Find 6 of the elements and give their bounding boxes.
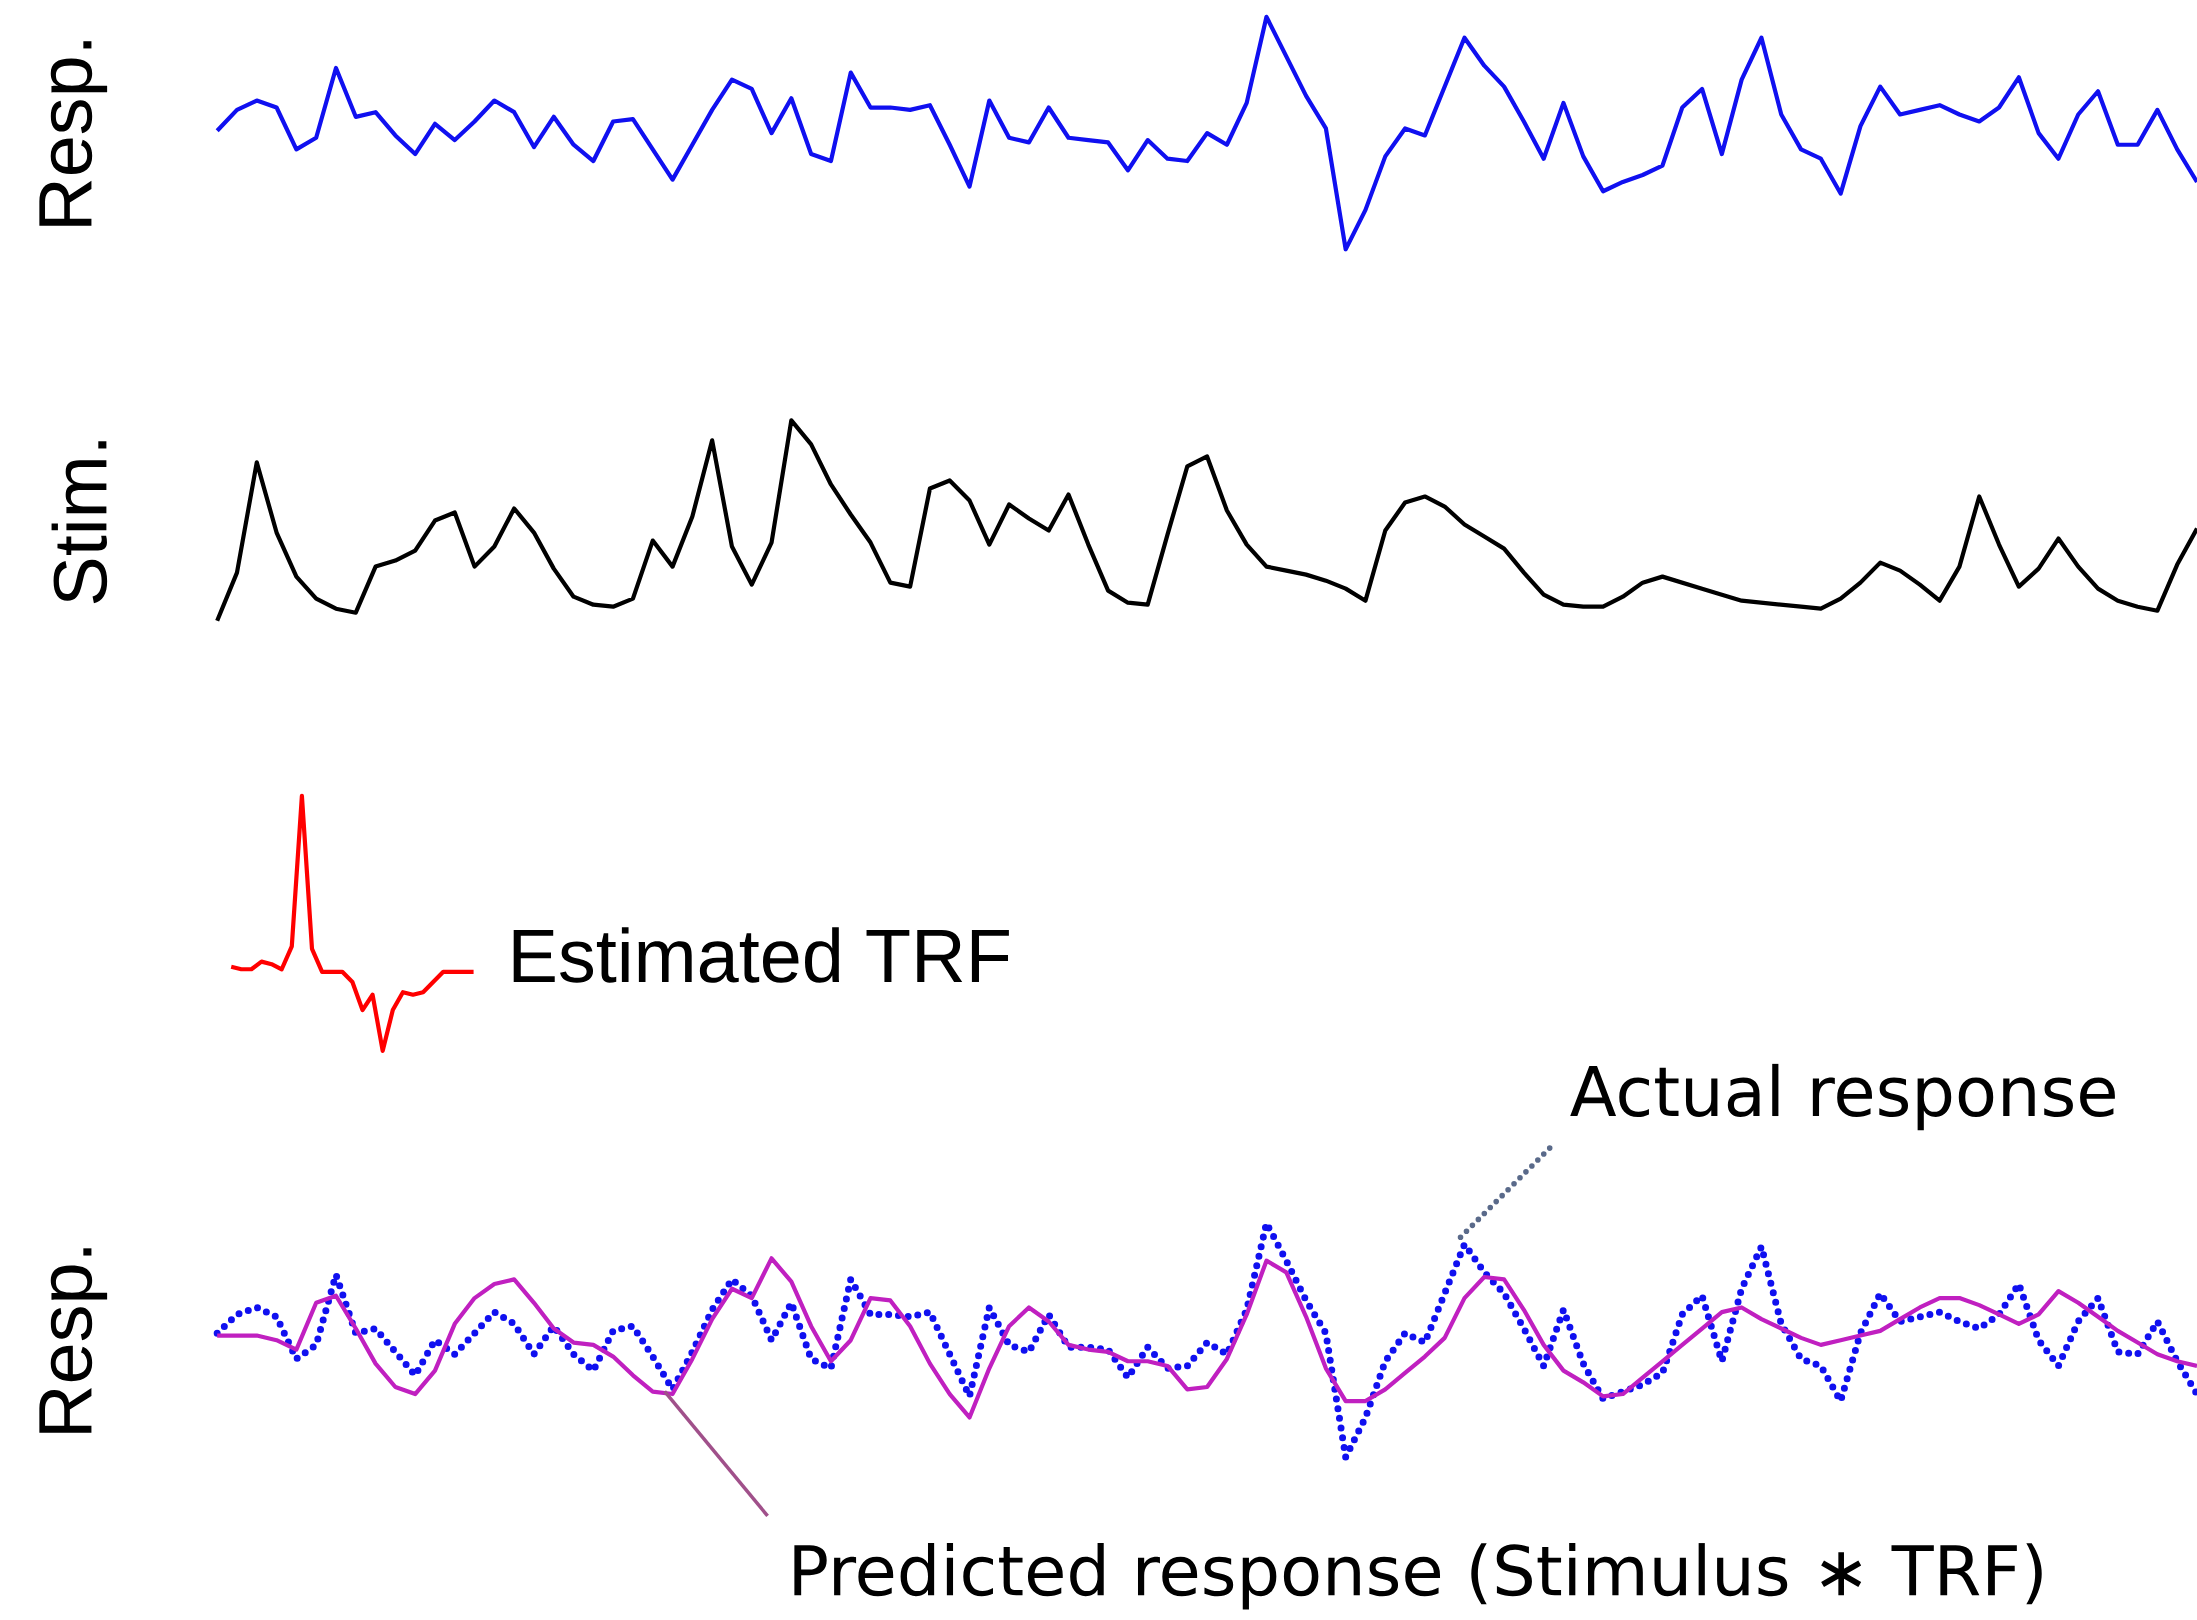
- text: Predicted response (Stimulus ∗ TRF): [794, 1543, 2042, 1610]
- y-axis-title: Stim.: [51, 441, 108, 604]
- text: Actual response: [1570, 1064, 2115, 1131]
- y-axis-title: Resp.: [39, 41, 108, 226]
- y-axis-title: Resp.: [39, 1248, 108, 1433]
- series-label: Estimated TRF: [513, 927, 1009, 983]
